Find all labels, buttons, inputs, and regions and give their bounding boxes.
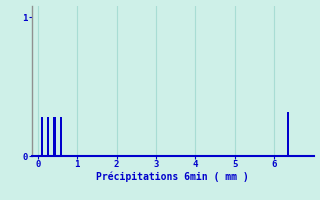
Bar [287, 112, 289, 156]
X-axis label: Précipitations 6min ( mm ): Précipitations 6min ( mm ) [96, 172, 249, 182]
Bar [60, 117, 62, 156]
Bar [41, 117, 43, 156]
Bar [47, 117, 49, 156]
Bar [53, 117, 56, 156]
